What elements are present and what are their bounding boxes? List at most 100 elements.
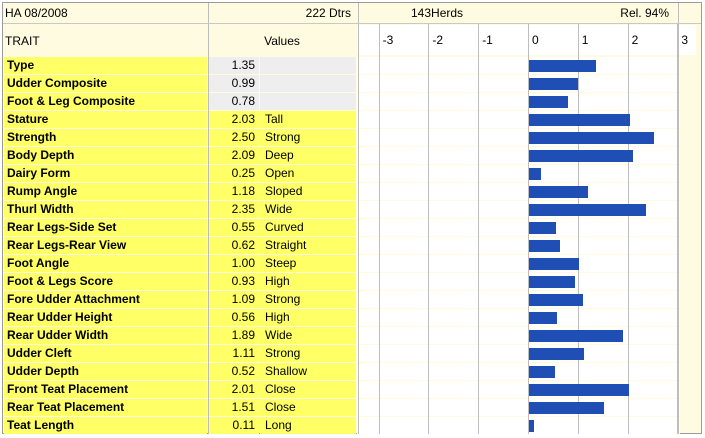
herds-label: 143Herds bbox=[411, 3, 531, 23]
bar-rear-udder-width bbox=[529, 330, 624, 342]
trait-description: High bbox=[260, 309, 356, 326]
trait-name: Teat Length bbox=[4, 417, 207, 434]
bar-foot-angle bbox=[529, 258, 579, 270]
row-spacer bbox=[357, 363, 379, 380]
bar-thurl-width bbox=[529, 204, 647, 216]
column-divider bbox=[678, 3, 679, 434]
row-spacer bbox=[357, 381, 379, 398]
bar-stature bbox=[529, 114, 631, 126]
trait-value: 1.51 bbox=[208, 399, 259, 416]
trait-description: Curved bbox=[260, 219, 356, 236]
trait-name: Udder Depth bbox=[4, 363, 207, 380]
bar-rear-legs-rear-view bbox=[529, 240, 560, 252]
trait-name: Foot & Leg Composite bbox=[4, 93, 207, 110]
trait-description: Close bbox=[260, 381, 356, 398]
trait-chart-frame: HA 08/2008 222 Dtrs 143Herds Rel. 94% TR… bbox=[2, 2, 702, 434]
trait-name: Udder Composite bbox=[4, 75, 207, 92]
trait-name: Dairy Form bbox=[4, 165, 207, 182]
trait-description: Shallow bbox=[260, 363, 356, 380]
trait-name: Rump Angle bbox=[4, 183, 207, 200]
x-gridline bbox=[428, 23, 430, 434]
x-tick-label: 1 bbox=[578, 25, 628, 55]
trait-name: Foot Angle bbox=[4, 255, 207, 272]
row-spacer bbox=[357, 183, 379, 200]
bar-fore-udder-attachment bbox=[529, 294, 584, 306]
trait-description: Tall bbox=[260, 111, 356, 128]
row-spacer bbox=[357, 399, 379, 416]
trait-description: Wide bbox=[260, 201, 356, 218]
row-spacer bbox=[357, 237, 379, 254]
header-divider bbox=[3, 23, 701, 24]
trait-description: Open bbox=[260, 165, 356, 182]
row-spacer bbox=[357, 309, 379, 326]
trait-description bbox=[260, 93, 356, 110]
trait-value: 0.99 bbox=[208, 75, 259, 92]
trait-value: 0.25 bbox=[208, 165, 259, 182]
column-divider bbox=[358, 3, 359, 434]
trait-value: 2.01 bbox=[208, 381, 259, 398]
trait-name: Fore Udder Attachment bbox=[4, 291, 207, 308]
row-spacer bbox=[357, 93, 379, 110]
trait-value: 1.18 bbox=[208, 183, 259, 200]
row-spacer bbox=[357, 201, 379, 218]
trait-name: Body Depth bbox=[4, 147, 207, 164]
x-gridline bbox=[677, 23, 679, 434]
trait-description: Wide bbox=[260, 327, 356, 344]
bar-type bbox=[529, 60, 597, 72]
trait-description: Straight bbox=[260, 237, 356, 254]
trait-description: Strong bbox=[260, 345, 356, 362]
trait-value: 1.11 bbox=[208, 345, 259, 362]
row-spacer bbox=[357, 327, 379, 344]
trait-value: 0.78 bbox=[208, 93, 259, 110]
trait-name: Rear Udder Width bbox=[4, 327, 207, 344]
trait-value: 0.55 bbox=[208, 219, 259, 236]
row-spacer bbox=[357, 273, 379, 290]
bar-strength bbox=[529, 132, 654, 144]
proof-label: HA 08/2008 bbox=[5, 3, 205, 23]
x-gridline bbox=[378, 23, 380, 434]
trait-value: 0.52 bbox=[208, 363, 259, 380]
trait-name: Rear Teat Placement bbox=[4, 399, 207, 416]
column-divider bbox=[208, 3, 209, 434]
row-spacer bbox=[357, 111, 379, 128]
row-spacer bbox=[357, 165, 379, 182]
x-gridline bbox=[577, 23, 579, 434]
chart-header-spacer bbox=[357, 25, 379, 55]
bar-body-depth bbox=[529, 150, 634, 162]
trait-description: Deep bbox=[260, 147, 356, 164]
trait-description bbox=[260, 75, 356, 92]
row-spacer bbox=[357, 129, 379, 146]
bar-front-teat-placement bbox=[529, 384, 630, 396]
bar-udder-depth bbox=[529, 366, 555, 378]
trait-description: Close bbox=[260, 399, 356, 416]
trait-name: Strength bbox=[4, 129, 207, 146]
trait-value: 2.50 bbox=[208, 129, 259, 146]
trait-name: Front Teat Placement bbox=[4, 381, 207, 398]
bar-rear-teat-placement bbox=[529, 402, 605, 414]
row-spacer bbox=[357, 255, 379, 272]
reliability-label: Rel. 94% bbox=[563, 3, 673, 23]
x-gridline bbox=[528, 23, 529, 434]
trait-description: Long bbox=[260, 417, 356, 434]
bar-rear-udder-height bbox=[529, 312, 557, 324]
row-spacer bbox=[357, 345, 379, 362]
trait-description: Steep bbox=[260, 255, 356, 272]
trait-description: Sloped bbox=[260, 183, 356, 200]
row-spacer bbox=[357, 291, 379, 308]
x-tick-label: -3 bbox=[379, 25, 429, 55]
trait-value: 1.35 bbox=[208, 57, 259, 74]
bar-udder-cleft bbox=[529, 348, 585, 360]
trait-value: 1.00 bbox=[208, 255, 259, 272]
bar-udder-composite bbox=[529, 78, 579, 90]
x-tick-label: 0 bbox=[529, 25, 578, 55]
bar-foot-legs-score bbox=[529, 276, 576, 288]
trait-value: 0.11 bbox=[208, 417, 259, 434]
x-tick-label: 2 bbox=[628, 25, 678, 55]
trait-value: 2.35 bbox=[208, 201, 259, 218]
trait-description: Strong bbox=[260, 129, 356, 146]
trait-value: 2.03 bbox=[208, 111, 259, 128]
x-gridline bbox=[627, 23, 629, 434]
trait-name: Udder Cleft bbox=[4, 345, 207, 362]
row-spacer bbox=[357, 57, 379, 74]
trait-value: 2.09 bbox=[208, 147, 259, 164]
